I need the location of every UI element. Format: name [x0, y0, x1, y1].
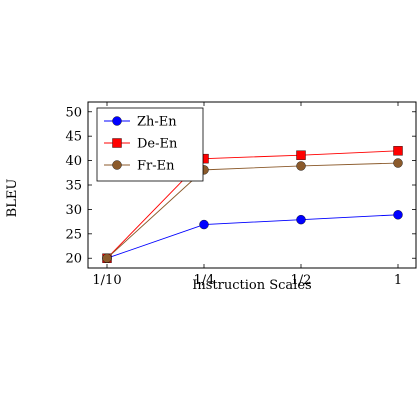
y-tick-label: 20	[65, 252, 82, 267]
data-point-zh-en	[296, 214, 306, 225]
data-point-zh-en	[393, 210, 403, 220]
y-tick-label: 50	[65, 105, 82, 120]
series-line-zh-en	[106, 214, 399, 259]
data-point-fr-en	[296, 161, 306, 171]
x-tick-label: 1/4	[194, 273, 215, 288]
data-point-fr-en	[102, 253, 112, 263]
y-tick-label: 30	[65, 203, 82, 218]
x-tick-label: 1	[394, 273, 402, 288]
series-line-de-en	[106, 150, 399, 259]
x-tick-label: 1/10	[92, 273, 121, 288]
legend-label-fr-en: Fr-En	[137, 159, 175, 174]
ticks-layer: 20 25 30 35 40 45 50 1/10 1/4 1/2 1	[65, 102, 416, 288]
legend-marker-zh-en	[112, 116, 122, 126]
y-tick-label: 45	[65, 130, 82, 145]
y-tick-label: 40	[65, 154, 82, 169]
data-point-fr-en	[393, 158, 403, 168]
series-fr-en	[102, 158, 403, 263]
y-tick-label: 35	[65, 179, 82, 194]
plot-layer	[102, 146, 403, 263]
y-axis-label: BLEU	[5, 179, 20, 218]
data-point-de-en	[296, 150, 306, 160]
legend-marker-de-en	[112, 138, 122, 148]
data-point-de-en	[393, 146, 403, 156]
series-zh-en	[102, 210, 403, 263]
x-axis-label: Instruction Scales	[192, 278, 311, 293]
legend-label-zh-en: Zh-En	[137, 115, 177, 130]
data-point-zh-en	[199, 219, 209, 230]
y-tick-label: 25	[65, 227, 82, 242]
x-tick-label: 1/2	[291, 273, 312, 288]
legend-label-de-en: De-En	[137, 137, 178, 152]
legend-marker-fr-en	[112, 160, 122, 170]
series-line-fr-en	[106, 162, 399, 259]
legend: Zh-En De-En Fr-En	[96, 107, 204, 182]
